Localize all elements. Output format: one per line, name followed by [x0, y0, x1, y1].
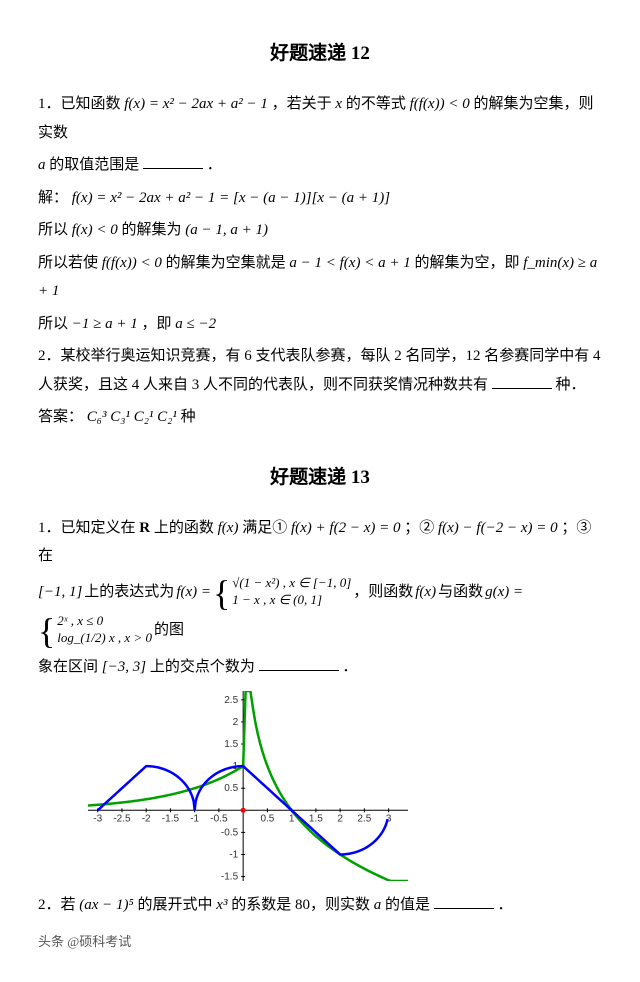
m: a: [38, 157, 46, 173]
m: f(f(x)) < 0: [410, 96, 470, 112]
t: 的解集为: [121, 222, 185, 238]
svg-text:-3: -3: [93, 813, 102, 824]
svg-text:-1.5: -1.5: [221, 872, 239, 881]
m: (a − 1, a + 1): [185, 222, 268, 238]
svg-text:1.5: 1.5: [224, 739, 238, 750]
sol-2: 所以 f(x) < 0 的解集为 (a − 1, a + 1): [38, 216, 602, 245]
m: g(x) =: [485, 578, 523, 607]
m: C₆³ C₃¹ C₂¹ C₂¹: [87, 409, 177, 425]
t: 所以若使: [38, 255, 102, 271]
t: ．: [342, 659, 357, 675]
t: 的解集为空集就是: [166, 255, 290, 271]
svg-text:-1: -1: [190, 813, 199, 824]
m: R: [139, 520, 150, 536]
t: 上的函数: [154, 520, 218, 536]
m: −1 ≥ a + 1: [72, 316, 138, 332]
case: √(1 − x²) , x ∈ [−1, 0]: [232, 575, 351, 592]
m: f(x): [415, 578, 436, 607]
case: 2ˣ , x ≤ 0: [57, 613, 152, 630]
t: 上的表达式为: [84, 578, 174, 607]
m: [−1, 1]: [38, 578, 82, 607]
t: 满足①: [242, 520, 291, 536]
blank: [492, 373, 552, 389]
q12-2: 2．某校举行奥运知识竞赛，有 6 支代表队参赛，每队 2 名同学，12 名参赛同…: [38, 342, 602, 399]
svg-text:-1.5: -1.5: [162, 813, 180, 824]
q12-1: 1．已知函数 f(x) = x² − 2ax + a² − 1 ，若关于 x 的…: [38, 90, 602, 147]
blank: [259, 655, 339, 671]
svg-text:2: 2: [233, 717, 239, 728]
t: 上的交点个数为: [150, 659, 255, 675]
section-12-title: 好题速递 12: [38, 36, 602, 72]
t: 所以: [38, 316, 72, 332]
svg-text:2: 2: [337, 813, 343, 824]
m: f(x) + f(2 − x) = 0: [291, 520, 401, 536]
t: 的不等式: [346, 96, 410, 112]
t: 1．已知定义在: [38, 520, 139, 536]
m: f(x) =: [176, 578, 211, 607]
t: ．: [207, 157, 222, 173]
t: 答案：: [38, 409, 83, 425]
q13-1c: 象在区间 [−3, 3] 上的交点个数为 ．: [38, 653, 602, 682]
m: x: [335, 96, 342, 112]
case: log_(1/2) x , x > 0: [57, 630, 152, 647]
svg-text:-1: -1: [229, 850, 238, 861]
t: 的取值范围是: [49, 157, 139, 173]
section-13-title: 好题速递 13: [38, 460, 602, 496]
sol-4: 所以 −1 ≥ a + 1 ，即 a ≤ −2: [38, 310, 602, 339]
blank: [434, 893, 494, 909]
q12-1b: a 的取值范围是 ．: [38, 151, 602, 180]
t: 象在区间: [38, 659, 102, 675]
svg-text:-2.5: -2.5: [113, 813, 131, 824]
t: 所以: [38, 222, 72, 238]
q12-2-ans: 答案： C₆³ C₃¹ C₂¹ C₂¹ 种: [38, 403, 602, 432]
m: [−3, 3]: [102, 659, 146, 675]
q13-1b: [−1, 1] 上的表达式为 f(x) = { √(1 − x²) , x ∈ …: [38, 575, 602, 649]
svg-text:-2: -2: [142, 813, 151, 824]
m: f(f(x)) < 0: [102, 255, 162, 271]
t: ；②: [404, 520, 438, 536]
t: 1．已知函数: [38, 96, 124, 112]
m: f(x) < 0: [72, 222, 118, 238]
t: 的解集为空，即: [414, 255, 523, 271]
svg-text:2.5: 2.5: [224, 695, 238, 706]
t: 的图: [154, 616, 184, 645]
t: ，若关于: [272, 96, 336, 112]
sol-3: 所以若使 f(f(x)) < 0 的解集为空集就是 a − 1 < f(x) <…: [38, 249, 602, 306]
m: a − 1 < f(x) < a + 1: [289, 255, 410, 271]
blank: [143, 153, 203, 169]
m: a ≤ −2: [175, 316, 216, 332]
svg-text:-0.5: -0.5: [221, 828, 239, 839]
t: 种．: [556, 377, 586, 393]
svg-text:2.5: 2.5: [357, 813, 371, 824]
q13-2: 2．若 (ax − 1)⁵ 的展开式中 x³ 的系数是 80，则实数 a 的值是…: [38, 891, 602, 920]
footer-credit: 头条 @硕科考试: [38, 930, 602, 955]
t: ，即: [142, 316, 176, 332]
m: f(x) = x² − 2ax + a² − 1 = [x − (a − 1)]…: [72, 190, 390, 206]
sol-1: 解： f(x) = x² − 2ax + a² − 1 = [x − (a − …: [38, 184, 602, 213]
svg-text:0.5: 0.5: [224, 783, 238, 794]
m: f(x) = x² − 2ax + a² − 1: [124, 96, 268, 112]
svg-text:1.5: 1.5: [309, 813, 323, 824]
m: f(x) − f(−2 − x) = 0: [438, 520, 558, 536]
piecewise-f: { √(1 − x²) , x ∈ [−1, 0] 1 − x , x ∈ (0…: [213, 575, 351, 611]
t: 种: [181, 409, 196, 425]
svg-text:0.5: 0.5: [260, 813, 274, 824]
t: ，则函数: [353, 578, 413, 607]
piecewise-g: { 2ˣ , x ≤ 0 log_(1/2) x , x > 0: [38, 613, 152, 649]
q13-1a: 1．已知定义在 R 上的函数 f(x) 满足① f(x) + f(2 − x) …: [38, 514, 602, 571]
m: f(x): [218, 520, 239, 536]
t: 解：: [38, 190, 68, 206]
svg-text:-0.5: -0.5: [210, 813, 228, 824]
case: 1 − x , x ∈ (0, 1]: [232, 592, 351, 609]
t: 与函数: [438, 578, 483, 607]
function-graph: -3-2.5-2-1.5-1-0.50.511.522.53-1.5-1-0.5…: [88, 691, 408, 881]
